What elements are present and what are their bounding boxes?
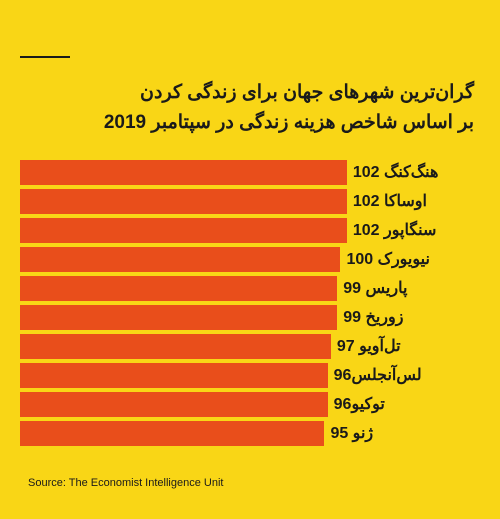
- bar-row: نیویورک 100: [20, 245, 474, 274]
- bar-row: زوریخ 99: [20, 303, 474, 332]
- bar-fill: [20, 305, 337, 330]
- bar-fill: [20, 276, 337, 301]
- bar-label: زوریخ 99: [343, 303, 403, 332]
- bar-fill: [20, 334, 331, 359]
- bar-fill: [20, 189, 347, 214]
- bar-label: اوساکا 102: [353, 187, 427, 216]
- bar-label: نیویورک 100: [346, 245, 429, 274]
- bar-label: توکیو96: [334, 390, 385, 419]
- bar-row: اوساکا 102: [20, 187, 474, 216]
- bar-fill: [20, 247, 340, 272]
- title-line-1: گران‌ترین شهرهای جهان برای زندگی کردن: [26, 78, 474, 108]
- bar-label: لس‌آنجلس96: [334, 361, 422, 390]
- bar-row: هنگ‌کنگ 102: [20, 158, 474, 187]
- bar-label: پاریس 99: [343, 274, 407, 303]
- bar-fill: [20, 363, 328, 388]
- bar-label: ژنو 95: [330, 419, 373, 448]
- chart-container: گران‌ترین شهرهای جهان برای زندگی کردن بر…: [0, 0, 500, 519]
- bars-area: هنگ‌کنگ 102اوساکا 102سنگاپور 102نیویورک …: [20, 158, 474, 451]
- chart-inner: گران‌ترین شهرهای جهان برای زندگی کردن بر…: [8, 8, 492, 511]
- bar-row: توکیو96: [20, 390, 474, 419]
- bar-row: تل‌آویو 97: [20, 332, 474, 361]
- bar-row: لس‌آنجلس96: [20, 361, 474, 390]
- title-line-2: بر اساس شاخص هزینه زندگی در سپتامبر 2019: [26, 108, 474, 138]
- bar-fill: [20, 160, 347, 185]
- source-text: Source: The Economist Intelligence Unit: [28, 477, 223, 489]
- bar-fill: [20, 218, 347, 243]
- chart-title: گران‌ترین شهرهای جهان برای زندگی کردن بر…: [26, 78, 474, 139]
- bar-label: سنگاپور 102: [353, 216, 437, 245]
- bar-row: ژنو 95: [20, 419, 474, 448]
- bar-row: سنگاپور 102: [20, 216, 474, 245]
- bar-label: هنگ‌کنگ 102: [353, 158, 439, 187]
- bar-fill: [20, 421, 324, 446]
- bar-label: تل‌آویو 97: [337, 332, 401, 361]
- top-divider: [20, 56, 70, 58]
- bar-row: پاریس 99: [20, 274, 474, 303]
- bar-fill: [20, 392, 328, 417]
